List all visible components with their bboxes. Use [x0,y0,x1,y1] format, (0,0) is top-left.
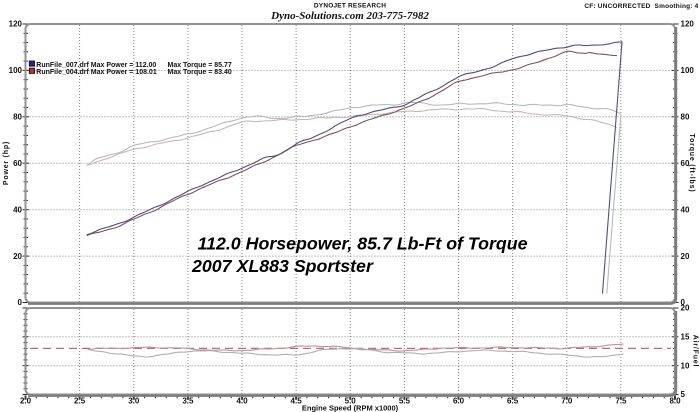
svg-text:3.0: 3.0 [128,397,140,406]
svg-text:3.5: 3.5 [182,397,194,406]
svg-text:60: 60 [681,159,690,168]
svg-text:6.0: 6.0 [453,397,465,406]
svg-text:40: 40 [13,205,22,214]
svg-text:2007 XL883 Sportster: 2007 XL883 Sportster [191,256,374,276]
svg-text:0: 0 [681,298,686,307]
svg-text:2.5: 2.5 [74,397,86,406]
svg-text:112.0 Horsepower, 85.7 Lb-Ft o: 112.0 Horsepower, 85.7 Lb-Ft of Torque [198,234,528,254]
svg-text:5.5: 5.5 [399,397,411,406]
svg-text:5: 5 [681,390,686,399]
svg-text:Dyno-Solutions.com 203-775-798: Dyno-Solutions.com 203-775-7982 [270,10,429,22]
svg-text:6.5: 6.5 [507,397,519,406]
svg-text:80: 80 [13,113,22,122]
svg-text:Torque (ft-lbs): Torque (ft-lbs) [688,134,695,193]
svg-text:15: 15 [681,333,690,342]
svg-text:Max Torque = 85.77: Max Torque = 85.77 [168,62,232,69]
svg-text:5.0: 5.0 [345,397,357,406]
svg-text:Air/Fuel: Air/Fuel [692,335,699,367]
svg-text:8.0: 8.0 [669,397,681,406]
svg-text:CF: UNCORRECTED Smoothing: 4: CF: UNCORRECTED Smoothing: 4 [584,3,698,10]
svg-text:Power (hp): Power (hp) [3,141,10,185]
svg-text:7.0: 7.0 [561,397,573,406]
svg-text:120: 120 [681,20,695,29]
svg-text:RunFile_004.drf Max Power = 10: RunFile_004.drf Max Power = 108.01 [36,69,157,76]
svg-text:20: 20 [681,252,690,261]
svg-text:100: 100 [9,66,23,75]
svg-text:20: 20 [681,304,690,313]
svg-text:RunFile_007.drf Max Power = 11: RunFile_007.drf Max Power = 112.00 [36,62,156,69]
svg-text:7.5: 7.5 [615,397,627,406]
svg-text:4.0: 4.0 [236,397,248,406]
svg-text:100: 100 [681,66,695,75]
svg-text:DYNOJET RESEARCH: DYNOJET RESEARCH [314,3,386,10]
svg-text:4.5: 4.5 [291,397,303,406]
svg-text:20: 20 [13,252,22,261]
svg-text:120: 120 [9,20,23,29]
svg-text:10: 10 [681,361,690,370]
svg-text:Engine Speed (RPM x1000): Engine Speed (RPM x1000) [302,403,399,412]
svg-text:60: 60 [13,159,22,168]
svg-text:2.0: 2.0 [20,397,32,406]
svg-text:0: 0 [18,298,23,307]
svg-text:40: 40 [681,205,690,214]
svg-text:80: 80 [681,113,690,122]
svg-text:Max Torque = 83.40: Max Torque = 83.40 [168,69,232,76]
